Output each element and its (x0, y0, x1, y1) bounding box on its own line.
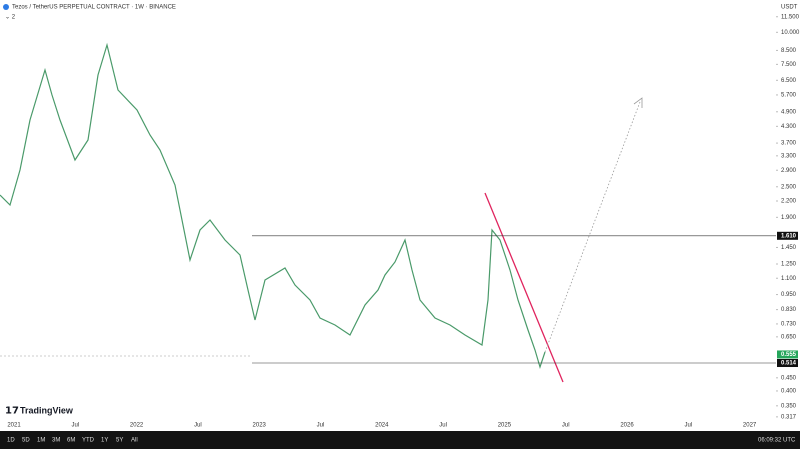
range-button[interactable]: 1Y (101, 438, 108, 444)
price-tick-label: 1.450 (781, 245, 797, 251)
time-label: Jul (194, 423, 202, 429)
time-label: 2023 (253, 423, 267, 429)
price-tick-label: 0.730 (781, 322, 797, 328)
time-label: 2024 (375, 423, 389, 429)
price-tick-label: 8.500 (781, 48, 797, 54)
trend-line (484, 192, 564, 383)
price-tick-label: 0.450 (781, 375, 797, 381)
price-tick-label: 0.950 (781, 292, 797, 298)
current-label: 0.555 (781, 352, 797, 358)
price-tick-label: 11.500 (781, 14, 800, 20)
toolbar (0, 431, 800, 449)
arrow-head (633, 97, 643, 108)
range-button[interactable]: 5Y (116, 438, 123, 444)
time-label: 2022 (130, 423, 144, 429)
price-tick-label: 0.400 (781, 389, 797, 395)
price-tick-label: 4.900 (781, 109, 797, 115)
resistance-label: 1.610 (781, 233, 797, 239)
price-tick-label: 3.300 (781, 153, 797, 159)
price-tick-label: 0.350 (781, 403, 797, 409)
range-button[interactable]: All (131, 438, 138, 444)
price-tick-label: 2.900 (781, 168, 797, 174)
time-label: Jul (71, 423, 79, 429)
time-label: Jul (317, 423, 325, 429)
price-tick-label: 2.200 (781, 199, 797, 205)
logo: 𝟭𝟳 TradingView (5, 405, 74, 416)
time-label: Jul (562, 423, 570, 429)
price-tick-label: 2.500 (781, 184, 797, 190)
time-label: Jul (439, 423, 447, 429)
time-label: 2025 (498, 423, 512, 429)
price-tick-label: 3.700 (781, 141, 797, 147)
price-tick-label: 5.700 (781, 93, 797, 99)
logo-mark: 𝟭𝟳 (5, 406, 19, 417)
price-tick-label: 1.900 (781, 215, 797, 221)
price-tick-label: 0.650 (781, 334, 797, 340)
indicator-toggle[interactable]: ⌄ 2 (5, 15, 16, 21)
symbol-title: Tezos / TetherUS PERPETUAL CONTRACT · 1W… (12, 5, 176, 11)
brand: TradingView (20, 405, 74, 415)
resistance-badge (777, 231, 798, 240)
time-label: 2021 (7, 423, 21, 429)
support-badge (777, 359, 798, 368)
time-label: Jul (684, 423, 692, 429)
price-tick-label: 0.830 (781, 307, 797, 313)
price-tick-label: 0.317 (781, 414, 797, 420)
range-button[interactable]: 6M (67, 438, 75, 444)
current-badge (777, 350, 798, 359)
currency-label[interactable]: USDT (781, 5, 798, 11)
range-button[interactable]: 1M (37, 438, 45, 444)
price-path (0, 42, 546, 370)
range-button[interactable]: YTD (82, 438, 95, 444)
price-tick-label: 6.500 (781, 78, 797, 84)
range-button[interactable]: 3M (52, 438, 60, 444)
time-label: 2027 (743, 423, 757, 429)
clock: 06:09:32 UTC (758, 438, 796, 444)
price-tick-label: 1.100 (781, 276, 797, 282)
symbol-icon (3, 4, 9, 10)
price-tick-label: 4.300 (781, 124, 797, 130)
range-button[interactable]: 5D (22, 438, 30, 444)
range-button[interactable]: 1D (7, 438, 15, 444)
price-tick-label: 10.000 (781, 30, 800, 36)
price-tick-label: 7.500 (781, 62, 797, 68)
support-label: 0.514 (781, 361, 797, 367)
time-label: 2026 (620, 423, 634, 429)
price-tick-label: 1.250 (781, 262, 797, 268)
target-arrow (544, 101, 641, 353)
